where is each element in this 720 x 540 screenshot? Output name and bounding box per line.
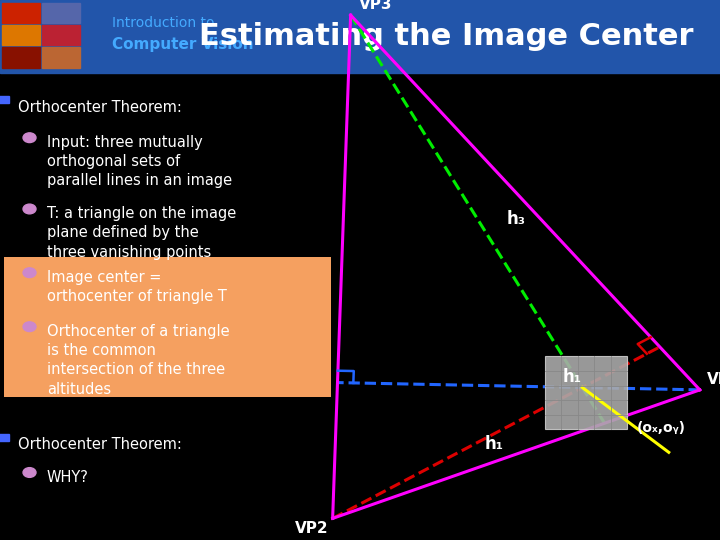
Bar <box>42 25 80 45</box>
Text: h₁: h₁ <box>562 368 581 386</box>
Text: h₁: h₁ <box>485 435 504 454</box>
Text: WHY?: WHY? <box>47 470 89 485</box>
Bar <box>0 434 9 441</box>
Bar <box>544 356 627 429</box>
Bar <box>2 25 40 45</box>
Text: (oₓ,oᵧ): (oₓ,oᵧ) <box>636 421 685 435</box>
Bar <box>42 3 80 23</box>
Text: Orthocenter Theorem:: Orthocenter Theorem: <box>18 100 182 115</box>
Text: VP2: VP2 <box>295 521 329 536</box>
Circle shape <box>23 133 36 143</box>
Text: T: a triangle on the image
plane defined by the
three vanishing points: T: a triangle on the image plane defined… <box>47 206 236 260</box>
Text: Estimating the Image Center: Estimating the Image Center <box>199 22 693 51</box>
Bar <box>42 47 80 68</box>
Circle shape <box>23 268 36 278</box>
Bar <box>2 3 40 23</box>
Text: Computer Vision: Computer Vision <box>112 37 253 52</box>
Bar <box>0 0 720 73</box>
Text: h₃: h₃ <box>506 210 526 228</box>
Text: VP1: VP1 <box>707 372 720 387</box>
Text: Input: three mutually
orthogonal sets of
parallel lines in an image: Input: three mutually orthogonal sets of… <box>47 135 232 188</box>
Bar <box>4 256 331 397</box>
Circle shape <box>23 322 36 332</box>
Text: Orthocenter Theorem:: Orthocenter Theorem: <box>18 437 182 453</box>
Text: Introduction to: Introduction to <box>112 16 214 30</box>
Bar <box>2 47 40 68</box>
Text: Orthocenter of a triangle
is the common
intersection of the three
altitudes: Orthocenter of a triangle is the common … <box>47 324 230 396</box>
Text: Image center =
orthocenter of triangle T: Image center = orthocenter of triangle T <box>47 270 227 304</box>
Text: VP3: VP3 <box>359 0 393 12</box>
Bar <box>0 97 9 103</box>
Circle shape <box>23 468 36 477</box>
Circle shape <box>23 204 36 214</box>
